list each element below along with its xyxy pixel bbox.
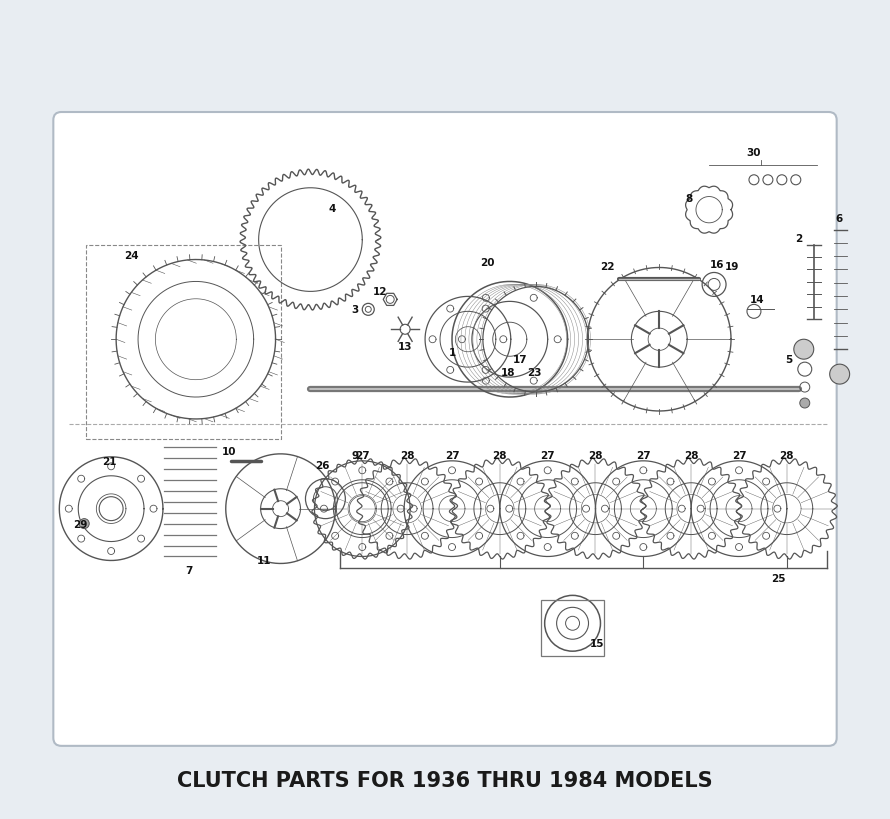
FancyBboxPatch shape (53, 113, 837, 746)
Text: 17: 17 (513, 355, 527, 364)
Text: 27: 27 (636, 450, 651, 460)
Circle shape (794, 340, 813, 360)
Text: 27: 27 (355, 450, 369, 460)
Text: 25: 25 (772, 574, 786, 584)
Text: 18: 18 (500, 368, 515, 378)
Text: 29: 29 (73, 519, 87, 529)
Text: 10: 10 (222, 446, 236, 456)
Text: 19: 19 (724, 262, 740, 272)
Text: 3: 3 (352, 305, 359, 315)
Text: 28: 28 (588, 450, 603, 460)
Text: 20: 20 (481, 257, 495, 267)
Text: 2: 2 (795, 233, 803, 243)
Text: CLUTCH PARTS FOR 1936 THRU 1984 MODELS: CLUTCH PARTS FOR 1936 THRU 1984 MODELS (177, 770, 713, 790)
Circle shape (800, 399, 810, 409)
Text: 30: 30 (747, 147, 761, 158)
Text: 4: 4 (328, 203, 336, 214)
Text: 27: 27 (732, 450, 747, 460)
Text: 27: 27 (445, 450, 459, 460)
Circle shape (79, 519, 89, 529)
Text: 1: 1 (449, 348, 456, 358)
Text: 28: 28 (780, 450, 794, 460)
Text: 24: 24 (124, 251, 138, 260)
Text: 28: 28 (684, 450, 699, 460)
Text: 5: 5 (785, 355, 792, 364)
Circle shape (829, 364, 850, 385)
Text: 28: 28 (400, 450, 415, 460)
Text: 23: 23 (528, 368, 542, 378)
Text: 26: 26 (315, 460, 329, 470)
Text: 9: 9 (352, 450, 359, 460)
Text: 14: 14 (749, 295, 765, 305)
Text: 28: 28 (492, 450, 507, 460)
Text: 11: 11 (256, 556, 271, 566)
Text: 6: 6 (835, 214, 842, 224)
Text: 22: 22 (600, 262, 615, 272)
Text: 8: 8 (685, 193, 692, 203)
Text: 12: 12 (373, 287, 387, 297)
Text: 27: 27 (540, 450, 555, 460)
Text: 16: 16 (710, 260, 724, 270)
Text: 21: 21 (101, 456, 117, 466)
Text: 7: 7 (185, 566, 192, 576)
Text: 15: 15 (590, 639, 604, 649)
Text: 13: 13 (398, 342, 412, 352)
